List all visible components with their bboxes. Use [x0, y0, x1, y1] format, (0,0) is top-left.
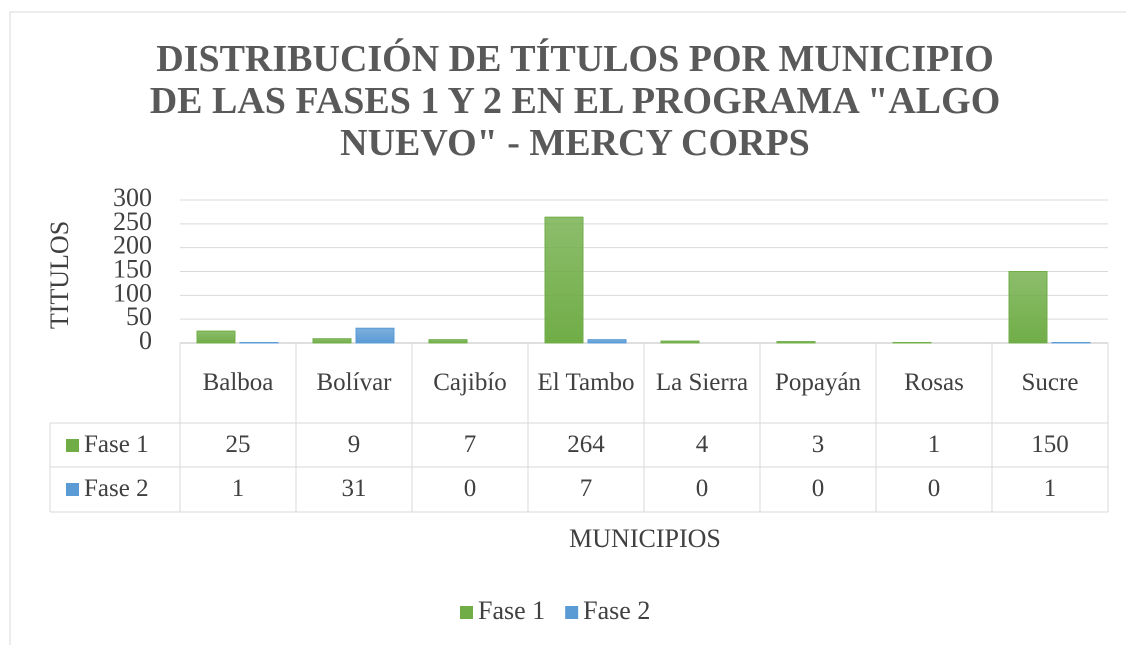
y-tick-label: 50: [126, 302, 152, 331]
y-tick-label: 150: [113, 254, 152, 283]
table-value: 7: [579, 475, 593, 502]
legend-swatch: [460, 606, 473, 619]
x-tick-label: La Sierra: [655, 369, 749, 396]
x-axis-title: MUNICIPIOS: [569, 524, 721, 553]
table-value: 4: [695, 431, 709, 458]
legend-swatch: [565, 606, 579, 619]
x-tick-label: Rosas: [904, 369, 964, 396]
x-tick-label: Balboa: [202, 369, 274, 396]
x-tick-label: Cajibío: [433, 369, 507, 396]
bar: [544, 216, 584, 344]
bar: [355, 327, 395, 344]
y-tick-label: 250: [113, 207, 152, 236]
chart-border: [9, 11, 1126, 645]
x-tick-label: Sucre: [1021, 369, 1079, 396]
x-tick-label: Popayán: [774, 369, 862, 396]
bar: [1008, 271, 1048, 344]
table-value: 0: [927, 475, 941, 502]
table-value: 1: [927, 431, 941, 458]
bar: [587, 339, 627, 344]
bar: [196, 330, 236, 344]
legend-swatch: [66, 439, 79, 452]
bar: [312, 338, 352, 344]
table-value: 0: [811, 475, 825, 502]
table-value: 1: [1043, 475, 1057, 502]
y-tick-label: 300: [113, 183, 152, 212]
chart-title: DISTRIBUCIÓN DE TÍTULOS POR MUNICIPIO DE…: [149, 38, 1001, 164]
y-tick-label: 200: [113, 231, 152, 260]
table-value: 7: [463, 431, 477, 458]
table-value: 9: [347, 431, 361, 458]
legend-swatch: [66, 483, 79, 496]
x-tick-label: Bolívar: [316, 369, 392, 396]
table-row-header: Fase 2: [84, 475, 149, 502]
bar: [428, 339, 468, 344]
table-value: 0: [463, 475, 477, 502]
table-value: 0: [695, 475, 709, 502]
y-tick-label: 100: [113, 278, 152, 307]
table-value: 25: [225, 431, 251, 458]
bar: [660, 340, 700, 344]
y-axis-title: TITULOS: [45, 221, 74, 329]
table-value: 150: [1031, 431, 1069, 458]
table-value: 31: [341, 475, 367, 502]
table-value: 1: [231, 475, 245, 502]
legend-label: Fase 1: [478, 596, 545, 625]
legend-label: Fase 2: [583, 596, 650, 625]
x-tick-label: El Tambo: [537, 369, 635, 396]
bar: [776, 341, 816, 344]
table-value: 3: [811, 431, 825, 458]
table-row-header: Fase 1: [84, 431, 149, 458]
y-tick-label: 0: [139, 326, 152, 355]
table-value: 264: [567, 431, 605, 458]
